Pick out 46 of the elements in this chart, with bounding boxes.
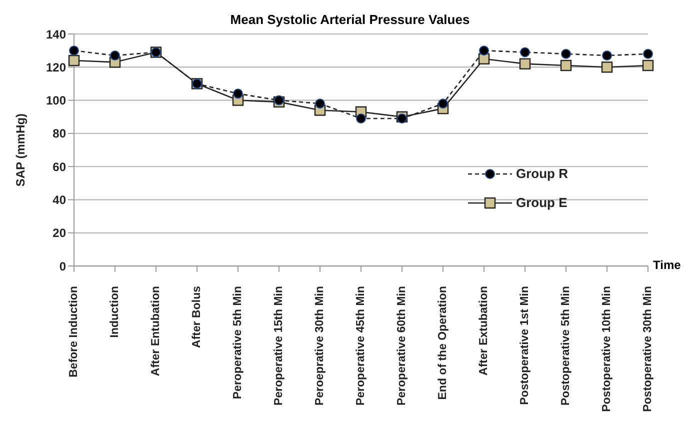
x-tick-label: Peroperative 45th Min xyxy=(355,286,367,406)
y-tick-label: 80 xyxy=(52,126,66,141)
point xyxy=(274,95,284,106)
x-axis-title: Time xyxy=(653,258,681,272)
x-tick-label: Induction xyxy=(109,286,121,338)
point xyxy=(642,60,654,72)
point xyxy=(643,48,653,59)
y-tick-label: 40 xyxy=(52,192,66,207)
x-tick-label: After Entubation xyxy=(150,286,162,376)
point xyxy=(356,114,366,124)
legend-label: Group R xyxy=(516,166,568,181)
point xyxy=(561,48,571,59)
point xyxy=(520,47,530,58)
y-tick-label: 140 xyxy=(46,27,66,42)
legend-label: Group E xyxy=(516,195,568,210)
x-tick-label: Peroeprative 30th Min xyxy=(314,286,326,406)
point xyxy=(233,88,243,99)
x-tick-label: After Bolus xyxy=(191,286,203,348)
x-tick-label: End of the Operation xyxy=(437,286,449,400)
point xyxy=(397,114,407,124)
y-tick-label: 120 xyxy=(46,60,66,74)
point xyxy=(519,58,531,70)
y-tick-label: 60 xyxy=(52,160,66,174)
x-tick-label: After Extubation xyxy=(478,286,490,376)
x-tick-label: Peroperative 60th Min xyxy=(396,286,408,406)
point xyxy=(479,46,489,56)
y-axis-title: SAP (mmHg) xyxy=(13,113,28,187)
point xyxy=(68,54,80,66)
point xyxy=(560,60,572,72)
point xyxy=(438,98,448,109)
y-tick-label: 100 xyxy=(46,94,66,108)
point xyxy=(601,62,613,73)
point xyxy=(315,98,325,109)
y-tick-label: 0 xyxy=(59,259,66,274)
x-tick-label: Peroperative 15th Min xyxy=(273,286,285,406)
point xyxy=(602,50,612,61)
x-tick-label: Postoperative 1st Min xyxy=(519,286,531,405)
y-tick-label: 20 xyxy=(52,226,66,240)
x-tick-label: Peroperative 5th Min xyxy=(232,286,244,400)
point xyxy=(69,46,79,56)
x-tick-label: Postoperative 5th Min xyxy=(560,286,572,406)
x-tick-label: Postoperative 30th Min xyxy=(642,286,654,412)
point xyxy=(110,50,120,61)
x-tick-label: Postoperative 10th Min xyxy=(601,286,613,412)
chart-title: Mean Systolic Arterial Pressure Values xyxy=(230,12,470,27)
x-tick-label: Before Induction xyxy=(68,286,80,378)
